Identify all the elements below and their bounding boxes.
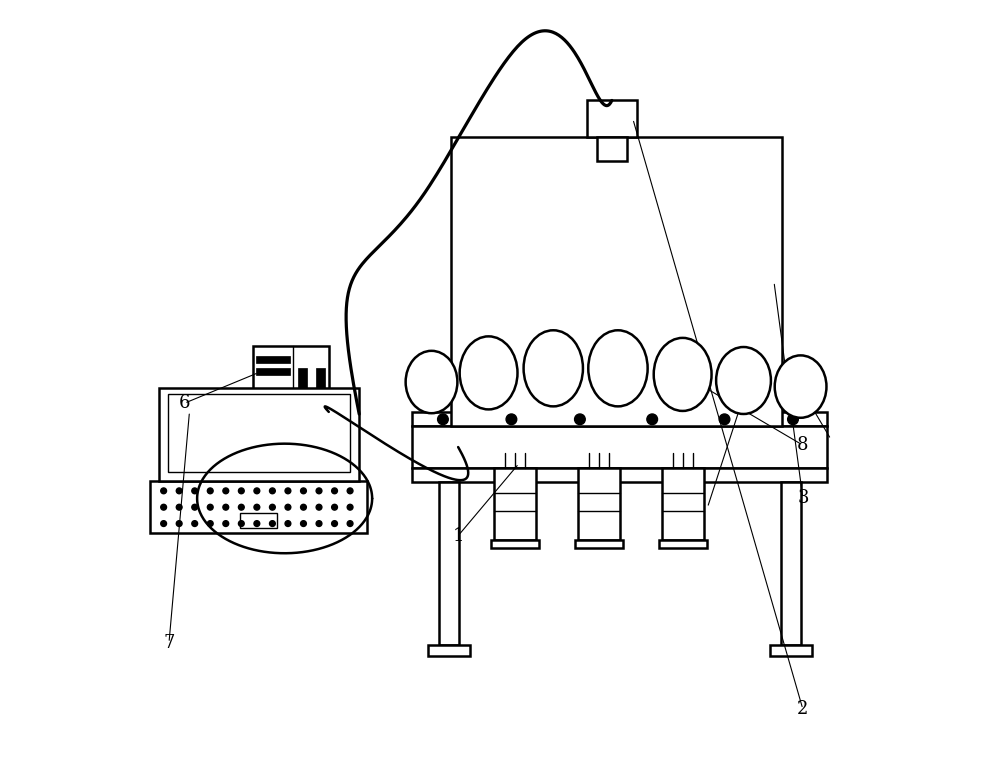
Circle shape bbox=[347, 488, 353, 494]
Circle shape bbox=[332, 488, 337, 494]
Bar bbox=[575, 540, 623, 548]
Circle shape bbox=[316, 521, 322, 527]
Circle shape bbox=[347, 505, 353, 510]
Circle shape bbox=[301, 505, 306, 510]
Ellipse shape bbox=[460, 336, 518, 409]
Bar bbox=[412, 426, 827, 468]
Bar bbox=[578, 468, 620, 540]
Bar bbox=[240, 513, 277, 528]
Circle shape bbox=[285, 488, 291, 494]
Bar bbox=[253, 346, 329, 434]
Circle shape bbox=[192, 488, 198, 494]
Bar bbox=[316, 368, 325, 420]
Bar bbox=[491, 540, 539, 548]
Circle shape bbox=[301, 521, 306, 527]
Circle shape bbox=[207, 488, 213, 494]
Text: 4: 4 bbox=[749, 352, 761, 371]
Bar bbox=[412, 412, 827, 426]
Circle shape bbox=[223, 488, 229, 494]
Circle shape bbox=[238, 505, 244, 510]
Circle shape bbox=[270, 488, 275, 494]
Bar bbox=[439, 482, 459, 645]
Circle shape bbox=[176, 505, 182, 510]
Circle shape bbox=[161, 521, 167, 527]
Circle shape bbox=[270, 521, 275, 527]
Circle shape bbox=[254, 505, 260, 510]
Circle shape bbox=[316, 505, 322, 510]
Bar bbox=[587, 100, 637, 137]
Bar bbox=[451, 137, 782, 426]
Ellipse shape bbox=[716, 347, 771, 414]
Text: 7: 7 bbox=[163, 634, 175, 652]
Circle shape bbox=[647, 414, 658, 425]
Bar bbox=[659, 540, 707, 548]
Bar bbox=[770, 645, 812, 656]
Bar bbox=[428, 645, 470, 656]
Bar bbox=[781, 482, 801, 645]
Bar bbox=[256, 356, 290, 363]
Text: 1: 1 bbox=[452, 527, 464, 545]
Circle shape bbox=[347, 521, 353, 527]
Circle shape bbox=[438, 414, 448, 425]
Circle shape bbox=[207, 521, 213, 527]
Text: 5: 5 bbox=[797, 383, 809, 401]
Circle shape bbox=[176, 521, 182, 527]
Circle shape bbox=[254, 488, 260, 494]
Circle shape bbox=[223, 505, 229, 510]
Text: 3: 3 bbox=[797, 489, 809, 508]
Text: 6: 6 bbox=[178, 394, 190, 412]
Circle shape bbox=[575, 414, 585, 425]
Bar bbox=[274, 417, 291, 431]
Ellipse shape bbox=[524, 330, 583, 406]
Bar bbox=[159, 388, 359, 481]
Circle shape bbox=[506, 414, 517, 425]
Circle shape bbox=[238, 521, 244, 527]
Circle shape bbox=[285, 521, 291, 527]
Circle shape bbox=[176, 488, 182, 494]
Circle shape bbox=[254, 521, 260, 527]
Bar bbox=[412, 468, 827, 482]
Bar bbox=[597, 137, 627, 161]
Circle shape bbox=[316, 488, 322, 494]
Circle shape bbox=[192, 521, 198, 527]
Bar bbox=[168, 394, 350, 472]
Circle shape bbox=[238, 488, 244, 494]
Bar bbox=[662, 468, 704, 540]
Bar bbox=[494, 468, 536, 540]
Circle shape bbox=[207, 505, 213, 510]
Ellipse shape bbox=[775, 355, 826, 418]
Circle shape bbox=[788, 414, 798, 425]
Bar bbox=[256, 368, 290, 375]
Circle shape bbox=[332, 505, 337, 510]
Ellipse shape bbox=[406, 351, 457, 413]
Circle shape bbox=[161, 488, 167, 494]
Bar bbox=[298, 368, 307, 420]
Circle shape bbox=[192, 505, 198, 510]
Text: 2: 2 bbox=[797, 700, 809, 718]
Ellipse shape bbox=[654, 338, 712, 411]
Circle shape bbox=[161, 505, 167, 510]
Text: 8: 8 bbox=[797, 436, 809, 454]
Ellipse shape bbox=[588, 330, 648, 406]
Circle shape bbox=[719, 414, 730, 425]
Circle shape bbox=[270, 505, 275, 510]
Bar bbox=[150, 481, 367, 533]
Circle shape bbox=[223, 521, 229, 527]
Circle shape bbox=[301, 488, 306, 494]
Circle shape bbox=[285, 505, 291, 510]
Circle shape bbox=[332, 521, 337, 527]
